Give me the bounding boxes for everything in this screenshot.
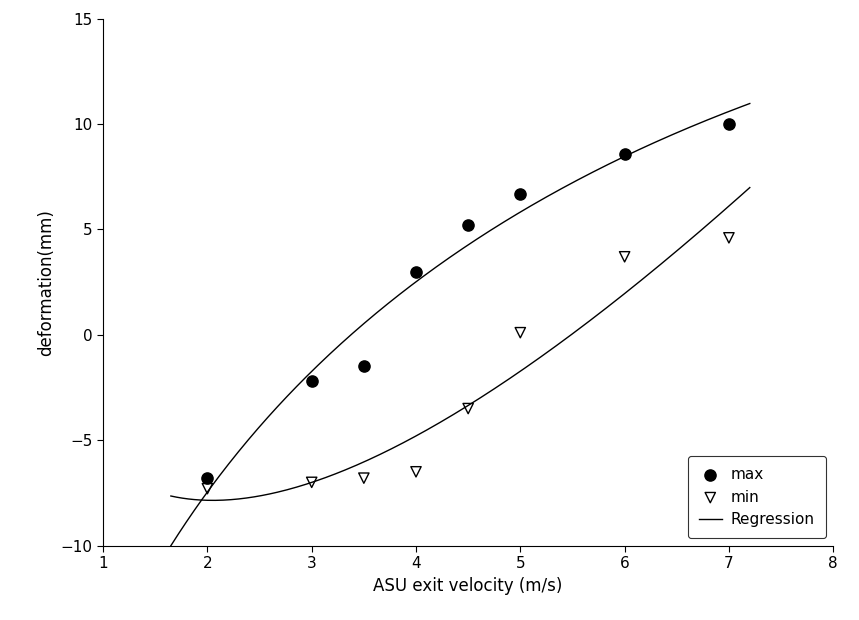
max [357, 361, 371, 371]
min [461, 404, 475, 414]
max [409, 267, 423, 277]
Legend: max, min, Regression: max, min, Regression [688, 456, 825, 538]
min [357, 473, 371, 483]
max [514, 188, 527, 198]
min [409, 467, 423, 477]
min [722, 233, 736, 243]
min [305, 477, 319, 487]
max [305, 376, 319, 386]
max [200, 473, 214, 483]
Y-axis label: deformation(mm): deformation(mm) [37, 209, 55, 355]
min [200, 484, 214, 494]
X-axis label: ASU exit velocity (m/s): ASU exit velocity (m/s) [374, 577, 563, 595]
max [461, 220, 475, 230]
min [514, 328, 527, 338]
max [618, 149, 631, 159]
min [618, 252, 631, 262]
max [722, 119, 736, 129]
